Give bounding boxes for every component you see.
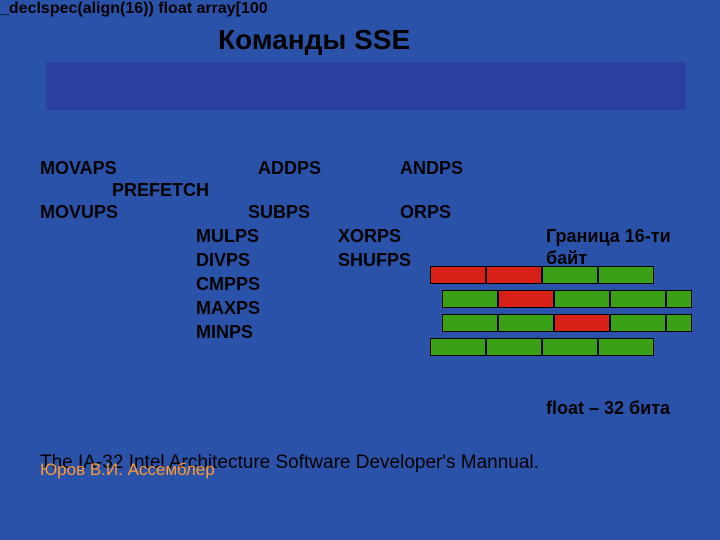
alignment-cell <box>430 266 486 284</box>
boundary-label-line1: Граница 16-ти <box>546 226 671 247</box>
instruction-label: ANDPS <box>400 158 463 179</box>
float-size-label: float – 32 бита <box>546 398 670 419</box>
alignment-cell <box>498 290 554 308</box>
instruction-label: XORPS <box>338 226 401 247</box>
instruction-label: MINPS <box>196 322 253 343</box>
alignment-cell <box>666 314 692 332</box>
instruction-label: SHUFPS <box>338 250 411 271</box>
alignment-cell <box>666 290 692 308</box>
declspec-code: _declspec(align(16)) float array[100 <box>0 0 268 18</box>
alignment-cell <box>598 338 654 356</box>
slide-title: Команды SSE <box>218 24 410 56</box>
alignment-cell <box>598 266 654 284</box>
instruction-label: ORPS <box>400 202 451 223</box>
alignment-cell <box>442 314 498 332</box>
instruction-label: MOVAPS <box>40 158 117 179</box>
alignment-cell <box>610 290 666 308</box>
alignment-cell <box>610 314 666 332</box>
instruction-label: PREFETCH <box>112 180 209 201</box>
instruction-label: MAXPS <box>196 298 260 319</box>
instruction-label: MULPS <box>196 226 259 247</box>
alignment-cell <box>486 266 542 284</box>
alignment-cell <box>498 314 554 332</box>
instruction-label: DIVPS <box>196 250 250 271</box>
alignment-cell <box>554 290 610 308</box>
instruction-label: CMPPS <box>196 274 260 295</box>
alignment-cell <box>486 338 542 356</box>
title-accent-bar <box>46 62 686 110</box>
instruction-label: ADDPS <box>258 158 321 179</box>
alignment-cell <box>554 314 610 332</box>
instruction-label: MOVUPS <box>40 202 118 223</box>
alignment-cell <box>542 266 598 284</box>
alignment-cell <box>542 338 598 356</box>
alignment-cell <box>442 290 498 308</box>
reference-line-2: Юров В.И. Ассемблер <box>40 460 215 480</box>
alignment-cell <box>430 338 486 356</box>
instruction-label: SUBPS <box>248 202 310 223</box>
